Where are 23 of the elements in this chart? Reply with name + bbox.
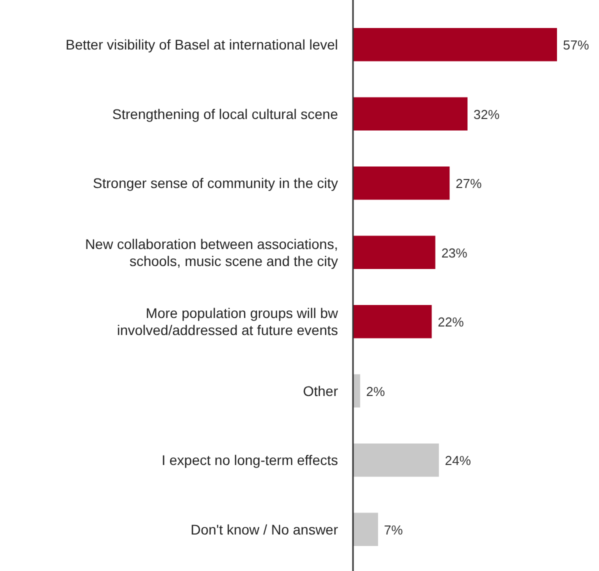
y-tick-label: Stronger sense of community in the city bbox=[92, 175, 338, 192]
data-label: 27% bbox=[456, 176, 482, 192]
y-tick-label: Don't know / No answer bbox=[190, 521, 338, 538]
bar bbox=[353, 28, 557, 62]
bar bbox=[353, 236, 436, 269]
data-label: 24% bbox=[444, 453, 472, 468]
data-label: 32% bbox=[474, 106, 500, 122]
data-label: 57% bbox=[563, 38, 590, 53]
data-label: 7% bbox=[384, 522, 404, 538]
bar bbox=[353, 97, 468, 130]
y-tick-label: Strengthening of local cultural scene bbox=[112, 106, 338, 122]
data-label: 22% bbox=[438, 314, 464, 330]
bar bbox=[353, 166, 450, 200]
data-label: 23% bbox=[441, 245, 468, 260]
y-tick-label: More population groups will bw involved/addressed at future events bbox=[116, 305, 339, 338]
y-tick-label: I expect no long-term effects bbox=[162, 452, 338, 468]
bar bbox=[353, 512, 378, 546]
y-tick-label: Other bbox=[302, 382, 338, 399]
data-label: 2% bbox=[366, 384, 386, 399]
y-tick-label: New collaboration between associations, schools, music scene and the city bbox=[85, 236, 338, 269]
y-tick-label: Better visibility of Basel at international level bbox=[66, 36, 338, 53]
bar bbox=[353, 444, 439, 477]
bar bbox=[353, 305, 432, 338]
